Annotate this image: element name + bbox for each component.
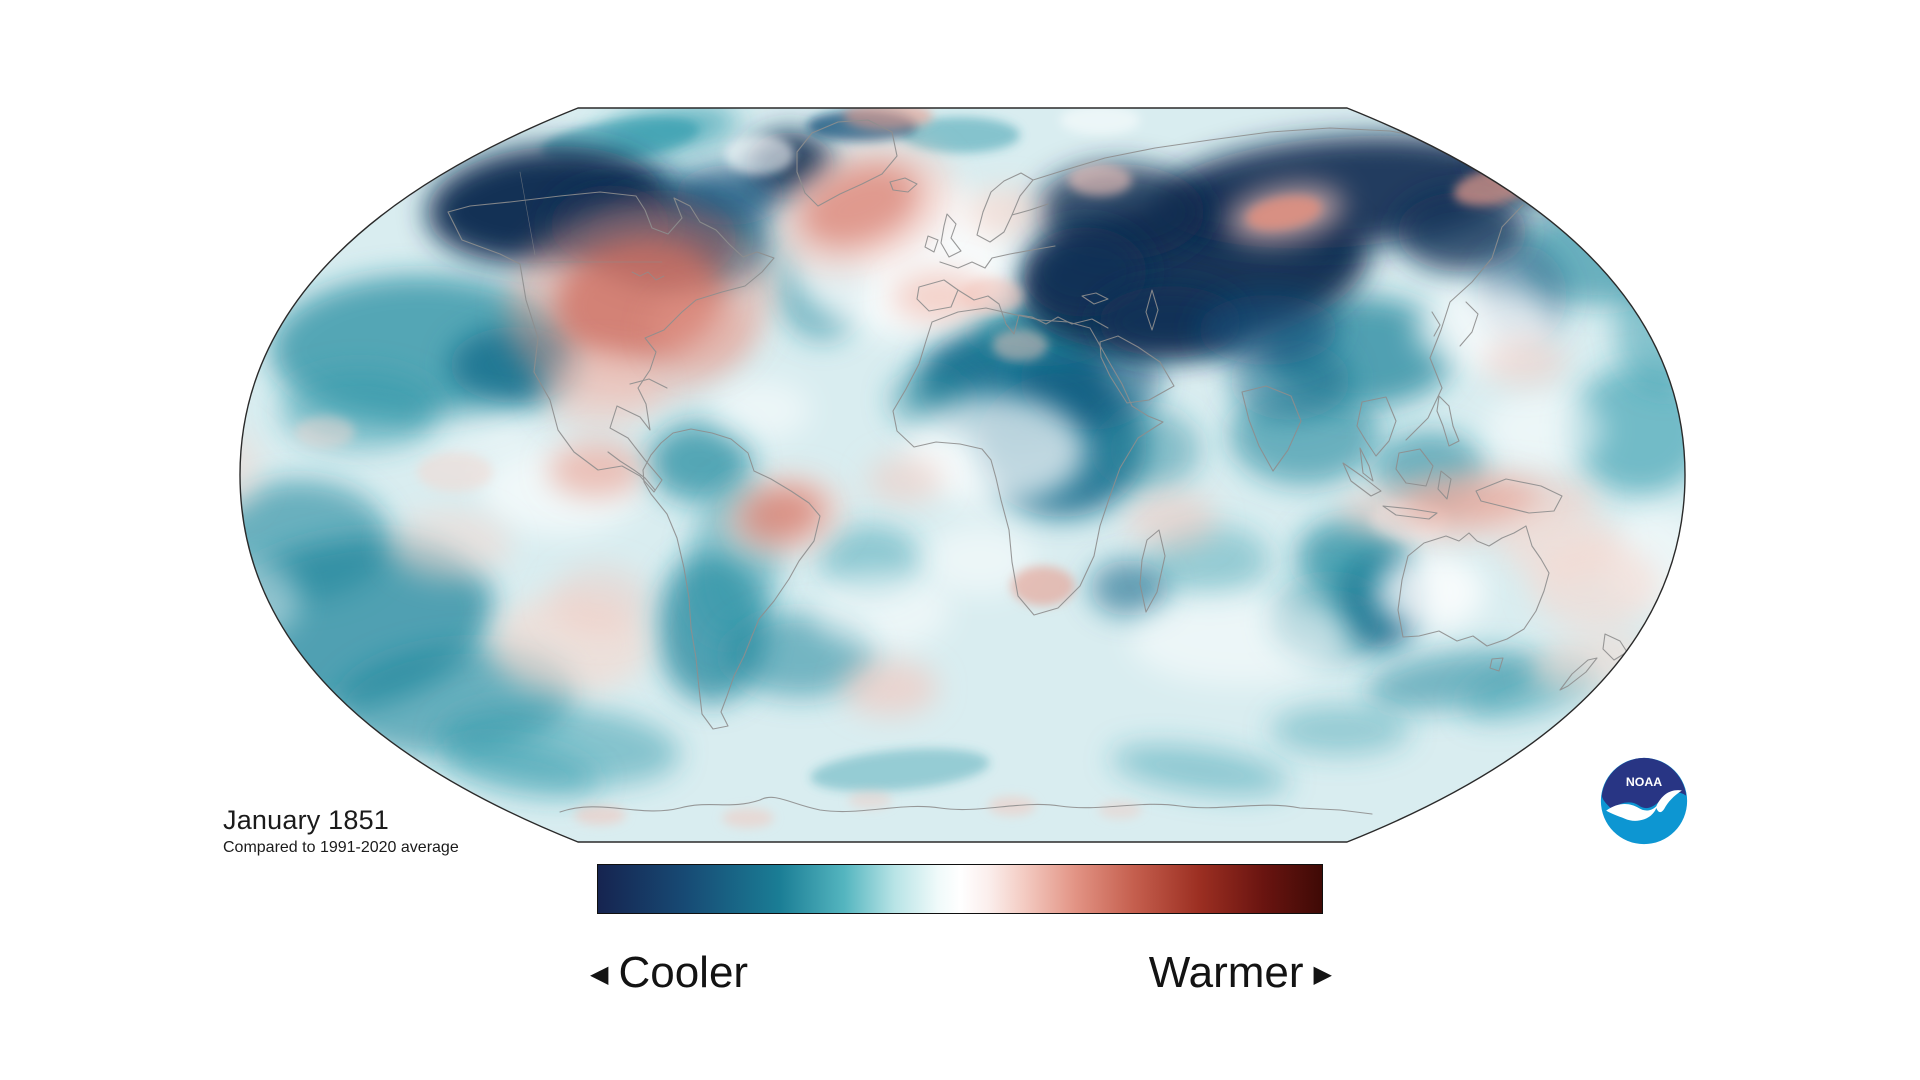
coast-philippines <box>1436 395 1460 447</box>
coast-antarctica <box>559 796 1373 815</box>
border-us-canada <box>519 171 663 263</box>
coast-north-america <box>447 191 775 493</box>
coast-africa <box>892 307 1164 616</box>
noaa-logo: NOAA <box>1600 757 1688 845</box>
legend-labels: ◀ Cooler Warmer ▶ <box>590 948 1332 998</box>
coast-cuba <box>629 378 668 389</box>
coast-iberia <box>916 279 959 312</box>
coast-caspian <box>1081 289 1159 331</box>
noaa-logo-text: NOAA <box>1626 775 1662 789</box>
coast-australia <box>1397 525 1550 672</box>
coast-madagascar <box>1139 529 1166 613</box>
coast-new-zealand <box>1559 633 1628 691</box>
cooler-label-group: ◀ Cooler <box>590 948 748 998</box>
coast-great-lakes <box>631 271 665 281</box>
cooler-label: Cooler <box>618 948 749 997</box>
coast-asia-east <box>1405 204 1524 441</box>
coast-central-america <box>607 451 656 491</box>
coast-sumatra-java <box>1342 462 1438 520</box>
warmer-label-group: Warmer ▶ <box>1149 948 1332 998</box>
coast-iceland <box>889 177 918 193</box>
noaa-logo-gull-icon <box>1606 790 1682 821</box>
right-arrow-icon: ▶ <box>1313 961 1332 988</box>
coast-new-guinea <box>1475 478 1563 514</box>
coast-europe <box>939 245 1056 269</box>
coast-arabia <box>1099 335 1175 404</box>
coast-britain <box>924 213 962 258</box>
title-block: January 1851 Compared to 1991-2020 avera… <box>223 805 459 857</box>
left-arrow-icon: ◀ <box>590 961 609 988</box>
color-scale-bar <box>597 864 1323 914</box>
coast-south-america <box>642 428 821 730</box>
coast-india <box>1241 385 1302 472</box>
page-title: January 1851 <box>223 805 390 835</box>
coast-indochina <box>1356 396 1397 482</box>
coast-korea-japan <box>1431 301 1479 347</box>
map-outline <box>239 107 1686 843</box>
coast-borneo <box>1395 448 1452 500</box>
coast-greenland <box>796 119 898 207</box>
warmer-label: Warmer <box>1148 948 1304 997</box>
page-subtitle: Compared to 1991-2020 average <box>223 838 459 856</box>
coastlines <box>447 119 1628 815</box>
